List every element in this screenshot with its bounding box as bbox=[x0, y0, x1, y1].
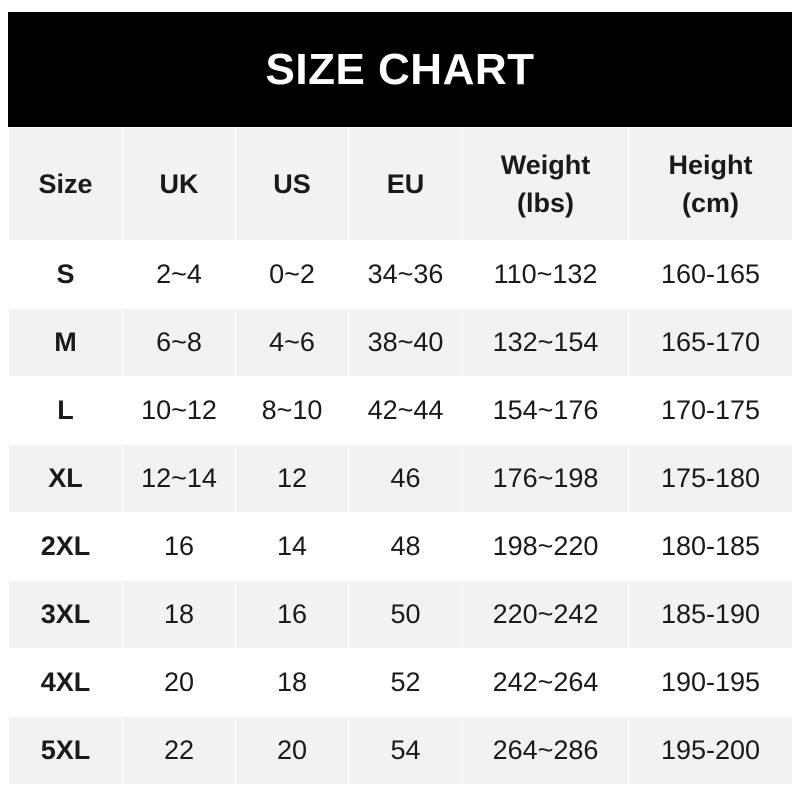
cell-height: 180-185 bbox=[628, 512, 793, 581]
cell-size: 5XL bbox=[8, 716, 123, 785]
cell-us: 8~10 bbox=[235, 376, 349, 445]
header-label: US bbox=[273, 169, 311, 199]
header-unit: (cm) bbox=[681, 188, 739, 218]
cell-uk: 18 bbox=[122, 580, 236, 649]
cell-height: 185-190 bbox=[628, 580, 793, 649]
cell-uk: 2~4 bbox=[122, 240, 236, 309]
header-label: Weight bbox=[500, 150, 591, 180]
cell-weight: 176~198 bbox=[462, 444, 629, 513]
cell-us: 12 bbox=[235, 444, 349, 513]
table-row: 5XL 22 20 54 264~286 195-200 bbox=[8, 716, 793, 785]
size-chart-table: Size UK US EU Weight (lbs) Height (cm) S 2~4 0~2 3… bbox=[8, 127, 793, 785]
cell-us: 0~2 bbox=[235, 240, 349, 309]
header-label: EU bbox=[386, 169, 425, 199]
cell-eu: 50 bbox=[348, 580, 463, 649]
cell-eu: 42~44 bbox=[348, 376, 463, 445]
column-header-uk: UK bbox=[122, 127, 236, 241]
cell-eu: 52 bbox=[348, 648, 463, 717]
cell-eu: 46 bbox=[348, 444, 463, 513]
header-label: Height bbox=[668, 150, 753, 180]
cell-weight: 242~264 bbox=[462, 648, 629, 717]
cell-size: L bbox=[8, 376, 123, 445]
column-header-weight: Weight (lbs) bbox=[462, 127, 629, 241]
cell-size: S bbox=[8, 240, 123, 309]
column-header-us: US bbox=[235, 127, 349, 241]
column-header-size: Size bbox=[8, 127, 123, 241]
cell-us: 18 bbox=[235, 648, 349, 717]
header-label: Size bbox=[38, 169, 93, 199]
cell-height: 165-170 bbox=[628, 308, 793, 377]
cell-uk: 12~14 bbox=[122, 444, 236, 513]
cell-eu: 38~40 bbox=[348, 308, 463, 377]
cell-uk: 22 bbox=[122, 716, 236, 785]
cell-height: 190-195 bbox=[628, 648, 793, 717]
cell-weight: 198~220 bbox=[462, 512, 629, 581]
column-header-height: Height (cm) bbox=[628, 127, 793, 241]
cell-uk: 16 bbox=[122, 512, 236, 581]
table-row: 2XL 16 14 48 198~220 180-185 bbox=[8, 512, 793, 581]
size-chart-title: SIZE CHART bbox=[8, 12, 792, 127]
header-unit: (lbs) bbox=[517, 188, 574, 218]
cell-height: 170-175 bbox=[628, 376, 793, 445]
header-row: Size UK US EU Weight (lbs) Height (cm) bbox=[8, 127, 793, 241]
cell-uk: 20 bbox=[122, 648, 236, 717]
cell-us: 20 bbox=[235, 716, 349, 785]
cell-size: 4XL bbox=[8, 648, 123, 717]
column-header-eu: EU bbox=[348, 127, 463, 241]
table-row: L 10~12 8~10 42~44 154~176 170-175 bbox=[8, 376, 793, 445]
cell-size: M bbox=[8, 308, 123, 377]
cell-weight: 220~242 bbox=[462, 580, 629, 649]
cell-uk: 6~8 bbox=[122, 308, 236, 377]
cell-eu: 48 bbox=[348, 512, 463, 581]
cell-height: 160-165 bbox=[628, 240, 793, 309]
table-row: 3XL 18 16 50 220~242 185-190 bbox=[8, 580, 793, 649]
cell-weight: 110~132 bbox=[462, 240, 629, 309]
cell-weight: 264~286 bbox=[462, 716, 629, 785]
cell-us: 16 bbox=[235, 580, 349, 649]
table-row: XL 12~14 12 46 176~198 175-180 bbox=[8, 444, 793, 513]
cell-size: 3XL bbox=[8, 580, 123, 649]
cell-size: 2XL bbox=[8, 512, 123, 581]
header-label: UK bbox=[159, 169, 199, 199]
table-row: 4XL 20 18 52 242~264 190-195 bbox=[8, 648, 793, 717]
cell-size: XL bbox=[8, 444, 123, 513]
cell-weight: 132~154 bbox=[462, 308, 629, 377]
cell-height: 175-180 bbox=[628, 444, 793, 513]
table-row: M 6~8 4~6 38~40 132~154 165-170 bbox=[8, 308, 793, 377]
cell-uk: 10~12 bbox=[122, 376, 236, 445]
cell-us: 14 bbox=[235, 512, 349, 581]
cell-eu: 54 bbox=[348, 716, 463, 785]
cell-height: 195-200 bbox=[628, 716, 793, 785]
cell-us: 4~6 bbox=[235, 308, 349, 377]
cell-weight: 154~176 bbox=[462, 376, 629, 445]
table-row: S 2~4 0~2 34~36 110~132 160-165 bbox=[8, 240, 793, 309]
cell-eu: 34~36 bbox=[348, 240, 463, 309]
